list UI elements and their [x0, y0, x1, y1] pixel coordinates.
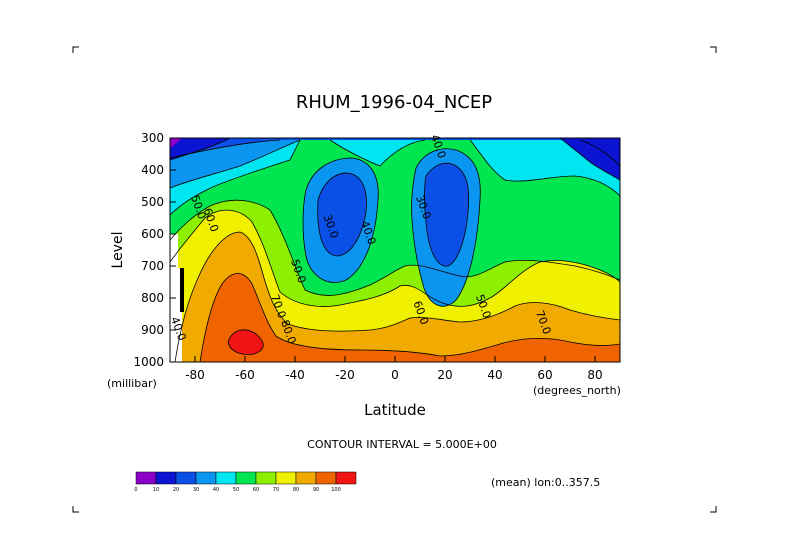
y-unit-label: (millibar)	[107, 377, 157, 390]
y-tick-label: 1000	[133, 355, 164, 369]
terrain-edge	[180, 268, 184, 312]
colorbar-tick-label: 60	[253, 487, 259, 493]
plot-area	[170, 138, 620, 362]
x-axis-label: Latitude	[364, 401, 426, 419]
colorbar-tick-label: 100	[331, 487, 341, 493]
band-10-right	[560, 138, 620, 180]
y-axis-label: Level	[110, 232, 126, 269]
x-tick-label: -60	[235, 368, 255, 382]
y-tick-label: 500	[141, 195, 164, 209]
colorbar-swatch	[275, 471, 297, 485]
y-axis: 300 400 500 600 700 800 900 1000	[133, 131, 176, 369]
crop-marks	[72, 46, 717, 513]
colorbar-swatch	[235, 471, 257, 485]
colorbar-tick-label: 30	[193, 487, 199, 493]
colorbar-tick-label: 50	[233, 487, 239, 493]
y-tick-label: 700	[141, 259, 164, 273]
mean-lon-note: (mean) lon:0..357.5	[491, 476, 600, 489]
x-tick-label: -80	[185, 368, 205, 382]
band-80	[175, 232, 620, 362]
x-tick-label: 20	[437, 368, 452, 382]
y-tick-label: 400	[141, 163, 164, 177]
x-axis: -80 -60 -40 -20 0 20 40 60 80	[185, 356, 603, 382]
colorbar-swatch	[175, 471, 197, 485]
x-tick-label: 40	[487, 368, 502, 382]
contour-lines	[170, 138, 620, 362]
colorbar-tick-label: 10	[153, 487, 159, 493]
y-tick-label: 600	[141, 227, 164, 241]
colorbar-tick-label: 70	[273, 487, 279, 493]
cell-20-south	[317, 173, 367, 256]
band-0-left	[170, 138, 182, 148]
colorbar-tick-label: 0	[134, 487, 137, 493]
colorbar-tick-label: 80	[293, 487, 299, 493]
x-tick-label: 60	[537, 368, 552, 382]
colorbar-swatch	[315, 471, 337, 485]
colorbar-swatch	[215, 471, 237, 485]
colorbar-swatch	[155, 471, 177, 485]
colorbar-tick-label: 40	[213, 487, 219, 493]
y-tick-label: 900	[141, 323, 164, 337]
colorbar-swatch	[255, 471, 277, 485]
colorbar-swatch	[195, 471, 217, 485]
x-tick-label: -40	[285, 368, 305, 382]
y-tick-label: 300	[141, 131, 164, 145]
chart-title: RHUM_1996-04_NCEP	[296, 92, 492, 113]
contour-interval-note: CONTOUR INTERVAL = 5.000E+00	[307, 438, 497, 451]
band-100	[228, 329, 264, 355]
x-tick-label: -20	[335, 368, 355, 382]
colorbar-tick-label: 20	[173, 487, 179, 493]
colorbar-swatch	[295, 471, 317, 485]
colorbar-swatch	[135, 471, 157, 485]
colorbar-swatch	[335, 471, 357, 485]
colorbar-tick-label: 90	[313, 487, 319, 493]
cell-20-north	[424, 163, 469, 267]
x-tick-label: 80	[587, 368, 602, 382]
x-tick-label: 0	[391, 368, 399, 382]
x-unit-label: (degrees_north)	[533, 384, 621, 397]
y-tick-label: 800	[141, 291, 164, 305]
colorbar: 0 10 20 30 40 50 60 70 80 90 100	[134, 471, 357, 493]
